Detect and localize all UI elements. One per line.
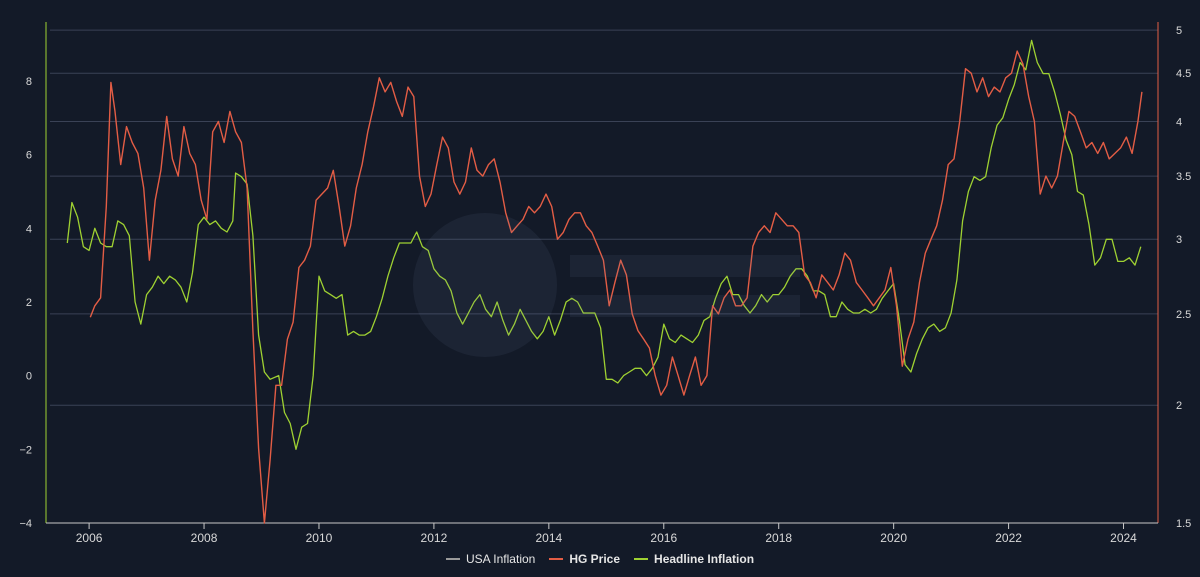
headline-inflation-line xyxy=(66,39,1142,450)
legend-label: HG Price xyxy=(569,552,621,566)
left-axis-tick-label: −4 xyxy=(19,518,32,530)
legend-item-hg-price[interactable]: HG Price xyxy=(549,552,620,566)
x-axis-tick-label: 2010 xyxy=(306,531,333,545)
left-axis-tick-label: 6 xyxy=(26,150,32,162)
right-axis-tick-label: 2.5 xyxy=(1176,309,1191,321)
right-axis-tick-label: 4.5 xyxy=(1176,68,1191,80)
right-axis-tick-label: 3.5 xyxy=(1176,171,1191,183)
right-axis-tick-label: 1.5 xyxy=(1176,518,1191,530)
legend-swatch-headline-inflation xyxy=(634,558,649,560)
axis-layer xyxy=(45,22,1159,529)
series-layer xyxy=(66,39,1143,524)
x-axis-tick-label: 2014 xyxy=(535,531,562,545)
legend-swatch-hg-price xyxy=(549,558,564,560)
legend-label: Headline Inflation xyxy=(654,552,755,566)
left-axis-tick-label: 4 xyxy=(26,223,32,235)
legend-swatch-usa-inflation xyxy=(445,558,460,560)
right-axis-tick-label: 3 xyxy=(1176,234,1182,246)
x-axis-tick-label: 2024 xyxy=(1110,531,1137,545)
x-axis-tick-label: 2012 xyxy=(421,531,448,545)
x-axis-tick-label: 2020 xyxy=(880,531,907,545)
x-axis-tick-label: 2018 xyxy=(765,531,792,545)
legend-item-usa-inflation[interactable]: USA Inflation xyxy=(445,552,536,566)
left-axis-tick-label: 2 xyxy=(26,297,32,309)
hg-price-line xyxy=(89,50,1143,524)
x-axis-tick-label: 2006 xyxy=(76,531,103,545)
grid-layer xyxy=(50,29,1158,406)
right-axis-tick-label: 5 xyxy=(1176,25,1182,37)
left-axis-tick-label: 0 xyxy=(26,371,32,383)
legend: USA Inflation HG Price Headline Inflatio… xyxy=(0,549,1200,569)
x-axis-tick-label: 2022 xyxy=(995,531,1022,545)
left-axis-tick-label: −2 xyxy=(19,444,32,456)
legend-item-headline-inflation[interactable]: Headline Inflation xyxy=(634,552,754,566)
right-axis-tick-label: 2 xyxy=(1176,400,1182,412)
left-axis-tick-label: 8 xyxy=(26,76,32,88)
right-axis-tick-label: 4 xyxy=(1176,116,1182,128)
x-axis-tick-label: 2008 xyxy=(191,531,218,545)
tick-layer: 5 4.5 4 3.5 3 2.5 2 1.5 8 6 4 2 0 −2 −4 2006 2008 2010 201… xyxy=(19,25,1191,545)
legend-label: USA Inflation xyxy=(465,552,536,566)
x-axis-tick-label: 2016 xyxy=(650,531,677,545)
